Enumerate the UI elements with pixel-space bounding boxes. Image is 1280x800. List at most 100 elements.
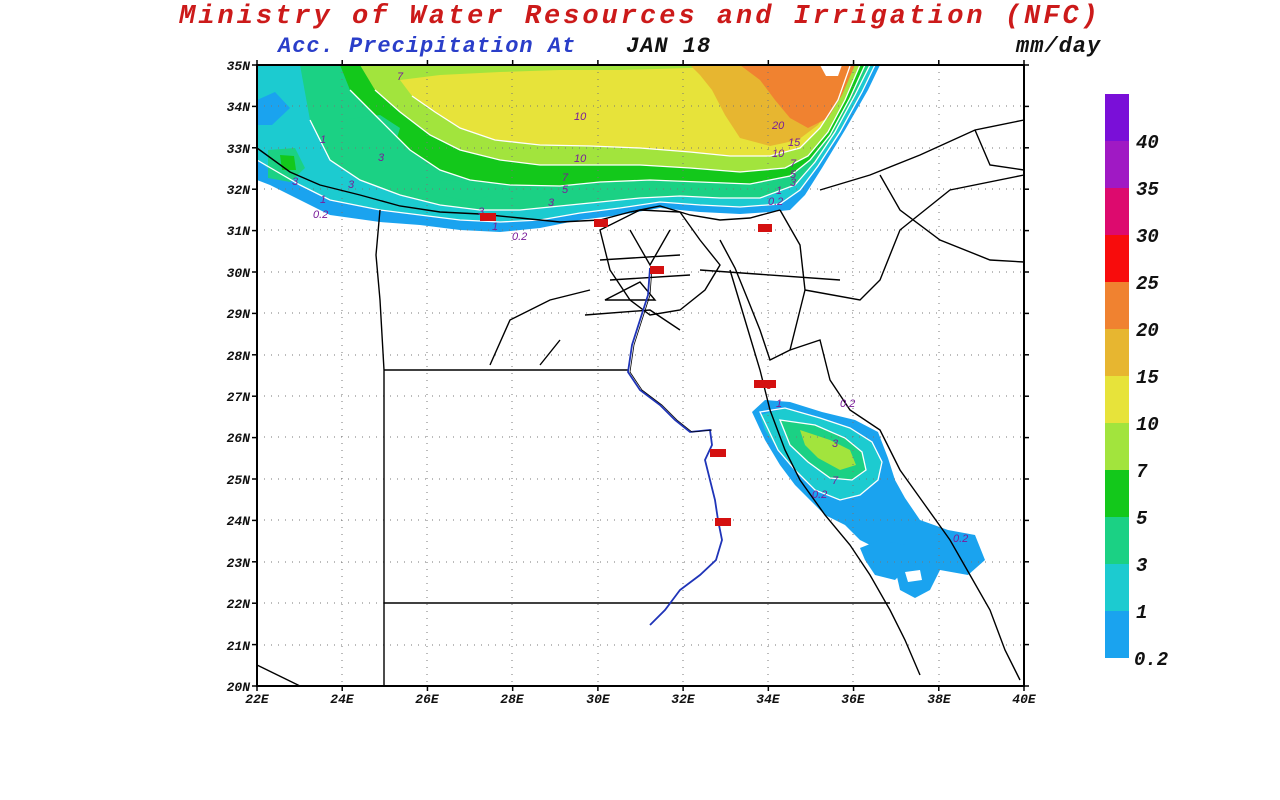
northeast-borders	[819, 119, 1025, 263]
delta-internal	[584, 229, 841, 331]
precip-cell-n	[440, 180, 492, 202]
contour-label: 7	[562, 172, 569, 184]
contour-label: 1	[320, 194, 326, 206]
city-marker-hrg	[754, 380, 776, 388]
lat-label: 22N	[227, 597, 251, 612]
city-label: Lu	[712, 448, 723, 458]
lon-label: 38E	[927, 692, 952, 707]
contour-value-labels: 7 10 10 20 15 10 7 5 3 1 0.2 1 3 3 3 1 0…	[292, 71, 968, 545]
contour-label: 7	[397, 71, 404, 83]
legend-swatch	[1105, 470, 1129, 517]
west-edge-lines	[256, 664, 301, 687]
city-label: As	[717, 517, 729, 527]
lat-label: 35N	[227, 59, 251, 74]
nile-river-outline	[629, 267, 713, 433]
contour-label: 3	[790, 177, 797, 189]
lon-label: 24E	[330, 692, 355, 707]
contour-label: 3	[378, 152, 385, 164]
city-marker-as	[715, 518, 731, 526]
latitude-labels: 35N 34N 33N 32N 31N 30N 29N 28N 27N 26N …	[227, 59, 251, 695]
longitude-labels: 22E 24E 26E 28E 30E 32E 34E 36E 38E 40E	[245, 692, 1037, 707]
legend-swatch	[1105, 329, 1129, 376]
red-sea-east-coast	[789, 339, 1021, 681]
city-marker-mr	[480, 213, 496, 221]
legend-swatch	[1105, 141, 1129, 188]
lat-label: 20N	[227, 680, 251, 695]
contour-label: 0.2	[313, 209, 328, 221]
contour-label: 10	[574, 153, 587, 165]
legend-swatch	[1105, 423, 1129, 470]
axis-ticks	[252, 60, 1029, 691]
lon-label: 26E	[415, 692, 440, 707]
contour-label: 10	[772, 148, 785, 160]
legend-label: 30	[1136, 226, 1159, 248]
contour-label: 3	[292, 176, 299, 188]
precip-redsea-7	[800, 430, 856, 470]
north-coast	[256, 147, 781, 223]
lat-label: 29N	[227, 307, 251, 322]
contour-label: 0.2	[512, 231, 527, 243]
color-legend: 40 35 30 25 20 15 10 7 5 3 1 0.2	[1105, 94, 1168, 671]
lat-label: 31N	[227, 224, 251, 239]
precip-band-20	[740, 65, 855, 128]
city-label: Mr	[482, 212, 493, 222]
lon-label: 22E	[245, 692, 270, 707]
contour-label: 3	[832, 438, 839, 450]
precip-cell-ne-white	[820, 65, 842, 76]
legend-label: 40	[1136, 132, 1159, 154]
city-marker-ca	[650, 266, 664, 274]
contour-label: 7	[832, 475, 839, 487]
egypt-libya-border	[375, 209, 385, 686]
lat-label: 25N	[227, 473, 251, 488]
lat-label: 32N	[227, 183, 251, 198]
lon-label: 40E	[1012, 692, 1037, 707]
legend-swatch	[1105, 564, 1129, 611]
contour-label: 0.2	[953, 533, 968, 545]
western-desert-oasis	[489, 281, 657, 366]
precip-redsea-south	[860, 540, 910, 580]
legend-swatch	[1105, 517, 1129, 564]
map-units: mm/day	[1016, 34, 1102, 59]
contour-label: 0.2	[812, 489, 827, 501]
lon-label: 28E	[500, 692, 525, 707]
lon-label: 34E	[756, 692, 781, 707]
delta-outline	[599, 209, 721, 316]
legend-swatch	[1105, 188, 1129, 235]
legend-swatch	[1105, 282, 1129, 329]
precip-redsea-hole	[905, 570, 922, 582]
legend-swatch	[1105, 94, 1129, 141]
contour-label: 1	[492, 221, 498, 233]
precipitation-fill	[257, 65, 985, 598]
map-date: JAN 18	[626, 34, 712, 59]
city-marker-al	[594, 219, 608, 227]
contour-label: 7	[790, 158, 797, 170]
lat-label: 30N	[227, 266, 251, 281]
sinai-ne	[804, 174, 1025, 301]
lat-label: 24N	[227, 514, 251, 529]
contour-label: 1	[776, 398, 782, 410]
lon-label: 36E	[841, 692, 866, 707]
contour-label: 15	[788, 137, 801, 149]
contour-label: 20	[771, 120, 785, 132]
contour-label: 0.2	[768, 196, 783, 208]
contour-label: 5	[790, 169, 797, 181]
map-frame	[256, 64, 1025, 687]
lon-label: 30E	[586, 692, 611, 707]
legend-swatch	[1105, 235, 1129, 282]
contour-label: 5	[562, 184, 569, 196]
legend-label: 0.2	[1134, 649, 1168, 671]
sinai	[719, 209, 806, 361]
legend-label: 15	[1136, 367, 1159, 389]
lat-label: 23N	[227, 556, 251, 571]
lat-label: 28N	[227, 349, 251, 364]
precip-cell-nw4	[280, 155, 296, 170]
lon-label: 32E	[671, 692, 696, 707]
country-borders	[256, 119, 1025, 687]
lat-label: 21N	[227, 639, 251, 654]
legend-label: 5	[1136, 508, 1148, 530]
precip-cell-nw	[340, 115, 400, 148]
map-subtitle: Acc. Precipitation At	[278, 34, 577, 59]
city-label: Ca	[652, 265, 664, 275]
red-sea-west-coast	[729, 269, 921, 676]
contour-label: 0.2	[840, 398, 855, 410]
